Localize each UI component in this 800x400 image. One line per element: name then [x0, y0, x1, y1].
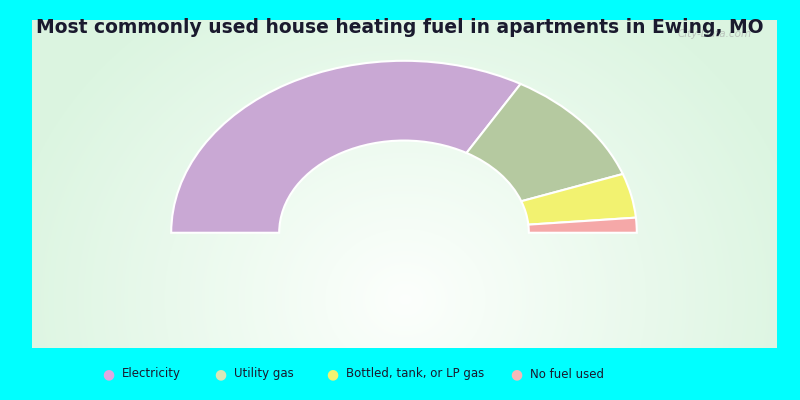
Text: Bottled, tank, or LP gas: Bottled, tank, or LP gas [346, 368, 484, 380]
Text: City-Data.com: City-Data.com [678, 29, 752, 39]
Text: ●: ● [102, 367, 114, 381]
Text: ●: ● [510, 367, 522, 381]
Text: Electricity: Electricity [122, 368, 181, 380]
Wedge shape [171, 61, 521, 233]
Wedge shape [528, 218, 637, 233]
Wedge shape [466, 84, 622, 201]
Text: Utility gas: Utility gas [234, 368, 294, 380]
Wedge shape [522, 174, 636, 225]
Text: ●: ● [326, 367, 338, 381]
Text: Most commonly used house heating fuel in apartments in Ewing, MO: Most commonly used house heating fuel in… [36, 18, 764, 37]
Text: No fuel used: No fuel used [530, 368, 604, 380]
Text: ●: ● [214, 367, 226, 381]
